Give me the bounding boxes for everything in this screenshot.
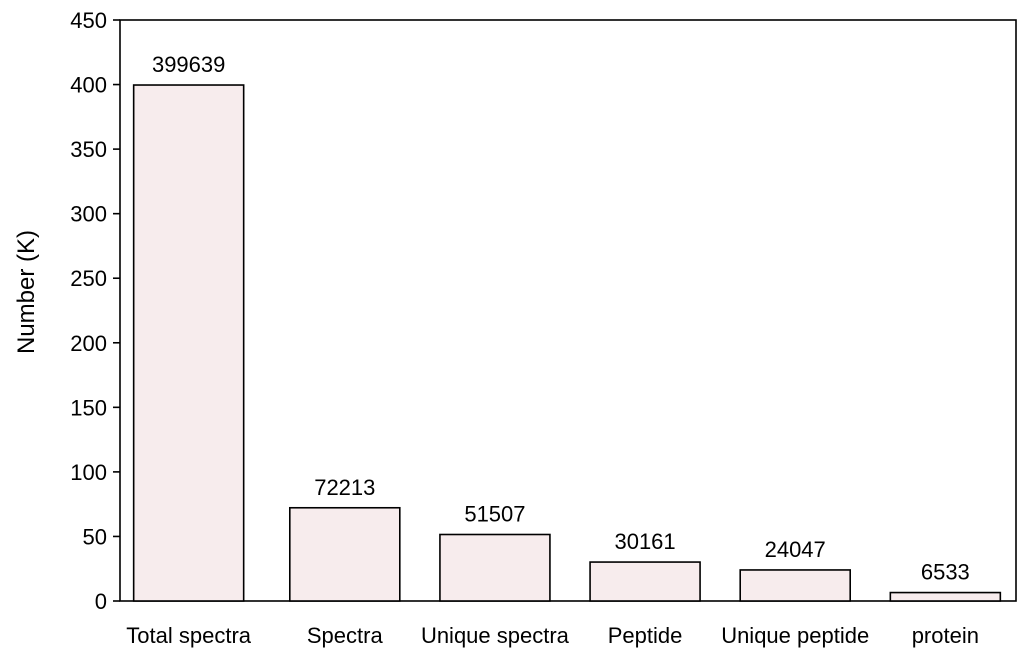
data-label: 6533 (921, 560, 970, 585)
bar-total-spectra (132, 84, 245, 602)
x-category-label: Unique spectra (421, 623, 570, 648)
bar-peptide (589, 561, 701, 602)
plot-area: 0 50 100 150 200 250 300 350 400 450 399639 Total s… (70, 8, 1017, 648)
x-category-label: Spectra (307, 623, 384, 648)
y-tick-label: 100 (70, 460, 107, 485)
y-tick-label: 300 (70, 202, 107, 227)
y-tick-label: 350 (70, 137, 107, 162)
y-tick-label: 150 (70, 395, 107, 420)
x-category-label: protein (912, 623, 979, 648)
plot-frame (119, 19, 1017, 602)
data-label: 72213 (314, 475, 375, 500)
data-label: 24047 (765, 537, 826, 562)
y-tick-label: 0 (95, 589, 107, 614)
y-axis-title: Number (K) (13, 230, 40, 354)
bar-protein (889, 591, 1002, 602)
bar-unique-peptide (739, 569, 852, 602)
y-tick-label: 200 (70, 331, 107, 356)
y-tick-label: 400 (70, 73, 107, 98)
bar-unique-spectra (439, 533, 551, 602)
data-label: 399639 (152, 52, 225, 77)
x-category-label: Total spectra (126, 623, 251, 648)
y-tick-label: 450 (70, 8, 107, 33)
data-label: 30161 (614, 529, 675, 554)
y-tick-label: 250 (70, 266, 107, 291)
x-category-label: Peptide (608, 623, 683, 648)
data-label: 51507 (464, 501, 525, 526)
y-tick-label: 50 (83, 524, 107, 549)
x-category-label: Unique peptide (721, 623, 869, 648)
bar-spectra (288, 506, 401, 602)
